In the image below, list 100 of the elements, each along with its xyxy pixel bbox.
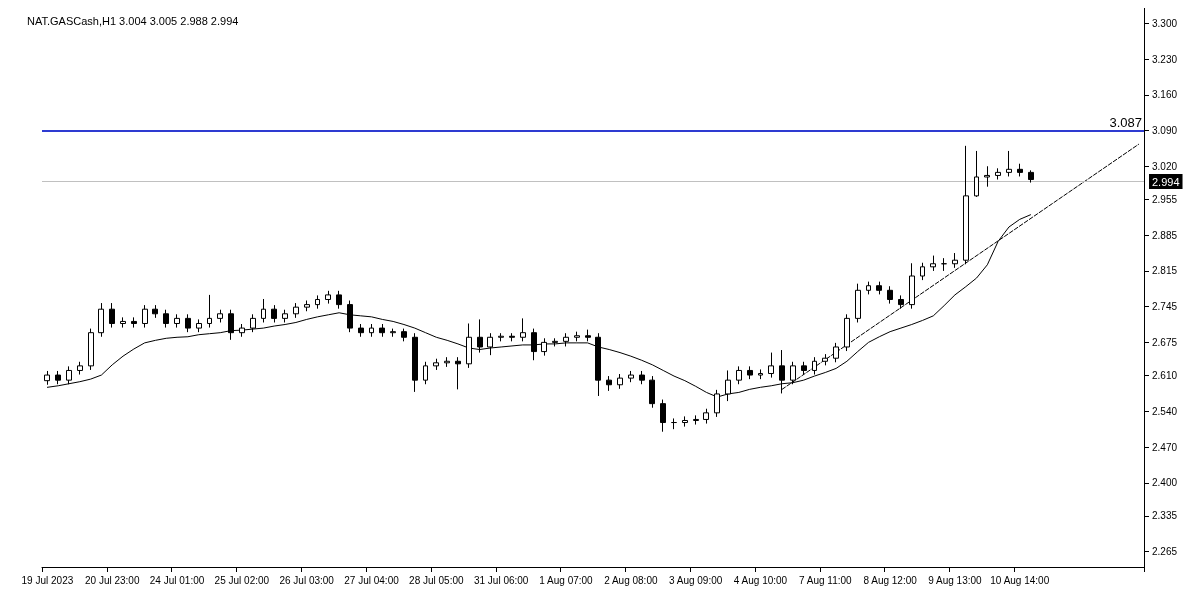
y-tick-label: 3.020 (1152, 160, 1178, 172)
candlestick (585, 329, 591, 342)
y-tick-label: 2.265 (1152, 546, 1178, 558)
candlestick (250, 313, 256, 333)
candlestick (747, 365, 753, 380)
candlestick (898, 294, 904, 310)
candlestick (185, 313, 191, 333)
x-tick-label: 8 Aug 12:00 (863, 574, 918, 586)
candlestick (142, 304, 148, 329)
candlestick (466, 322, 472, 369)
y-tick-label: 2.745 (1152, 301, 1178, 313)
candlestick (315, 294, 320, 310)
y-tick-label: 2.470 (1152, 441, 1178, 453)
candlestick (520, 317, 526, 342)
x-tick-label: 28 Jul 05:00 (409, 574, 465, 586)
candlestick (293, 302, 299, 319)
x-tick-label: 20 Jul 23:00 (84, 574, 140, 586)
candlestick (1017, 163, 1023, 177)
candlestick (217, 309, 223, 323)
candlestick (390, 328, 396, 338)
candlestick (44, 370, 50, 386)
candlestick (369, 323, 374, 338)
y-tick-label: 3.160 (1152, 89, 1178, 101)
candlestick (941, 257, 947, 272)
candlestick (477, 318, 483, 354)
candlestick (855, 283, 861, 323)
candlestick (498, 332, 504, 342)
ref-line-label: 2.994 (1152, 175, 1180, 188)
candlestick (952, 252, 958, 269)
candlestick (660, 399, 666, 433)
candlestick (379, 323, 385, 338)
candlestick (455, 356, 461, 390)
candlestick (131, 316, 137, 329)
y-tick-label: 2.885 (1152, 229, 1178, 241)
x-tick-label: 26 Jul 03:00 (279, 574, 335, 586)
candlestick (163, 309, 169, 329)
candlestick (98, 302, 104, 338)
candlestick (207, 294, 212, 329)
y-tick-label: 2.335 (1152, 510, 1178, 522)
x-tick-label: 2 Aug 08:00 (604, 574, 658, 586)
y-tick-label: 2.815 (1152, 265, 1178, 277)
y-tick-label: 3.230 (1152, 53, 1178, 65)
candlestick (628, 370, 634, 383)
x-tick-label: 7 Aug 11:00 (798, 574, 853, 586)
candlestick (876, 281, 882, 295)
candlestick (703, 408, 709, 425)
candlestick (574, 331, 580, 342)
x-tick-label: 9 Aug 13:00 (928, 574, 983, 586)
x-tick-label: 27 Jul 04:00 (344, 574, 400, 586)
y-tick-label: 2.400 (1152, 477, 1178, 489)
candlestick (606, 375, 612, 392)
candlestick (444, 356, 450, 368)
candlestick (693, 414, 699, 426)
x-tick-label: 1 Aug 07:00 (539, 574, 594, 586)
candlestick (433, 358, 439, 371)
candlestick (401, 328, 407, 342)
y-tick-label: 2.955 (1152, 193, 1178, 205)
y-tick-label: 2.540 (1152, 405, 1178, 417)
x-tick-label: 10 Aug 14:00 (990, 574, 1050, 586)
candlestick (174, 313, 180, 329)
candlestick (682, 415, 688, 428)
candlestick (801, 361, 807, 376)
candlestick (487, 332, 493, 356)
text: NAT.GASCash,H1 3.004 3.005 2.988 2.994 (27, 14, 239, 27)
candlestick (736, 365, 742, 385)
x-tick-label: 31 Jul 06:00 (473, 574, 529, 586)
candlestick (790, 361, 796, 385)
candlestick (909, 262, 915, 310)
candlestick (822, 353, 828, 366)
candlestick (639, 370, 645, 385)
candlestick (930, 255, 936, 272)
candlestick (77, 361, 83, 376)
candlestick (55, 370, 61, 385)
candlestick (304, 300, 310, 312)
candlestick (671, 417, 677, 430)
candlestick (239, 323, 245, 338)
candlestick (649, 375, 655, 409)
candlestick (995, 167, 1001, 181)
candlestick (152, 304, 158, 319)
y-tick-label: 3.300 (1152, 17, 1178, 29)
x-tick-label: 19 Jul 2023 (21, 574, 74, 586)
candlestick (984, 165, 990, 188)
candlestick (866, 281, 871, 295)
candlestick (228, 309, 234, 341)
candlestick (325, 290, 331, 305)
candlestick (887, 285, 893, 305)
candlestick (541, 337, 547, 357)
candlestick (768, 352, 774, 379)
candlestick (336, 290, 342, 310)
candlestick (509, 332, 515, 342)
candlestick (261, 298, 266, 323)
candlestick (531, 328, 537, 361)
candlestick (412, 332, 418, 393)
x-tick-label: 25 Jul 02:00 (214, 574, 270, 586)
candlestick (920, 262, 925, 281)
candlestick (358, 323, 364, 338)
candlestick (88, 328, 94, 371)
candlestick (196, 318, 202, 333)
candlestick (563, 332, 569, 347)
candlestick (1006, 150, 1012, 177)
